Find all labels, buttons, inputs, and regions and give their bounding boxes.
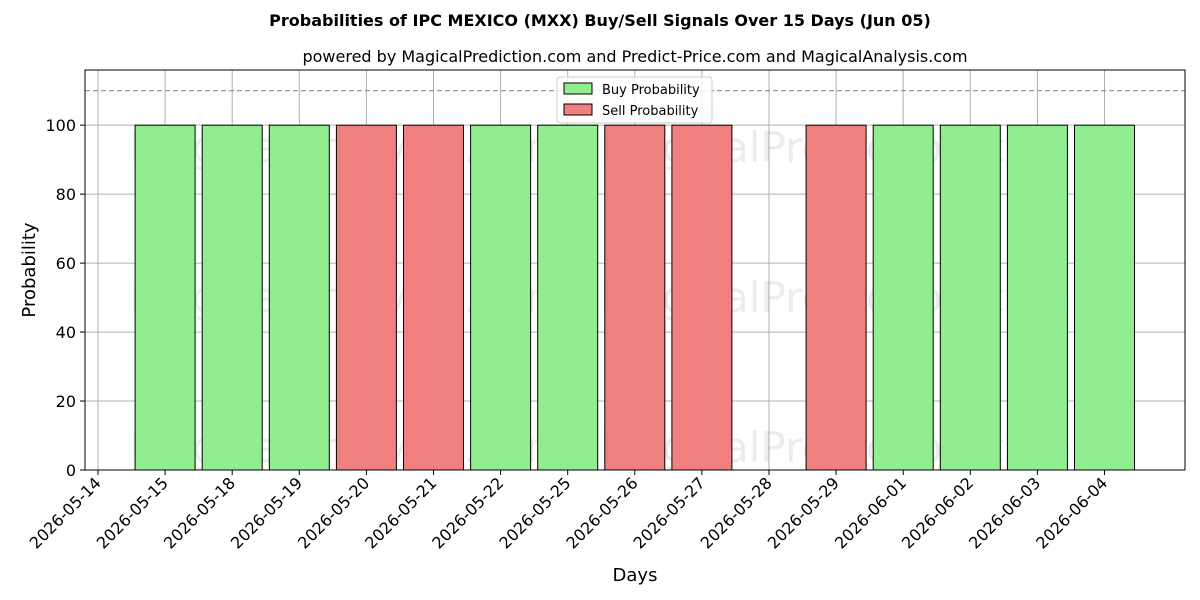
buy-bar	[134, 124, 196, 471]
chart-title: Probabilities of IPC MEXICO (MXX) Buy/Se…	[269, 11, 931, 30]
buy-bar	[537, 124, 599, 471]
buy-bar	[1006, 124, 1068, 471]
legend: Buy Probability Sell Probability	[556, 76, 713, 124]
sell-bar	[805, 124, 867, 471]
buy-bar	[1074, 124, 1135, 471]
x-tick-label: 2026-06-04	[1032, 473, 1111, 552]
buy-bar	[872, 124, 934, 471]
y-axis-label: Probability	[19, 222, 40, 317]
buy-bar	[470, 124, 532, 471]
chart-subtitle: powered by MagicalPrediction.com and Pre…	[302, 47, 967, 66]
legend-label-sell: Sell Probability	[602, 104, 699, 119]
x-axis-label: Days	[613, 565, 658, 586]
y-tick-label: 100	[45, 116, 76, 135]
y-tick-label: 80	[56, 185, 76, 204]
sell-bar	[335, 124, 397, 471]
bars	[134, 124, 1135, 471]
buy-bar	[268, 124, 330, 471]
y-tick-label: 60	[56, 254, 76, 273]
y-tick-label: 40	[56, 323, 76, 342]
sell-bar	[671, 124, 733, 471]
sell-bar	[604, 124, 666, 471]
sell-bar	[403, 124, 464, 471]
legend-label-buy: Buy Probability	[602, 83, 700, 98]
x-axis: 2026-05-142026-05-152026-05-182026-05-19…	[26, 470, 1111, 553]
buy-bar	[939, 124, 1001, 471]
y-tick-label: 0	[66, 461, 76, 480]
legend-swatch-buy	[563, 82, 593, 95]
legend-swatch-sell	[563, 103, 593, 116]
legend-box	[556, 76, 713, 124]
y-axis: 0 20 40 60 80 100	[45, 116, 85, 480]
y-tick-label: 20	[56, 392, 76, 411]
buy-bar	[201, 124, 263, 471]
